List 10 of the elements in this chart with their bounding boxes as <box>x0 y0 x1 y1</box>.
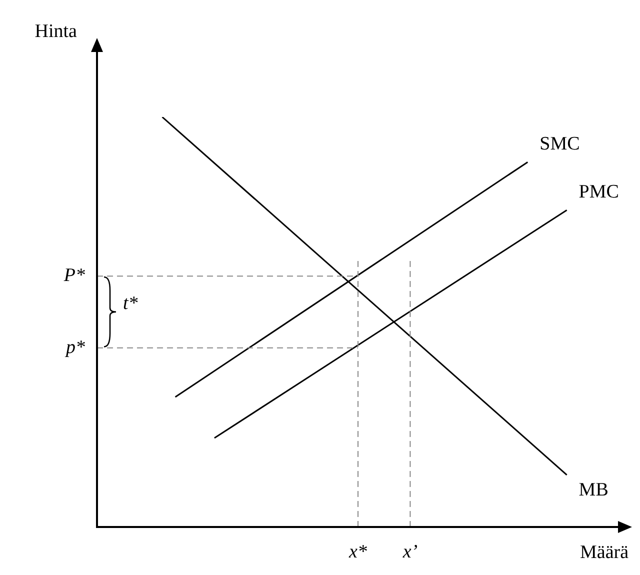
series-label: MB <box>578 479 608 500</box>
ref-line-label: P* <box>62 265 86 286</box>
x-axis-title: Määrä <box>580 542 630 563</box>
x-tick-label: x’ <box>402 542 418 562</box>
series-label: PMC <box>578 182 619 203</box>
x-tick-label: x* <box>348 542 368 562</box>
series-label: SMC <box>540 134 580 155</box>
annotation: t* <box>123 292 138 314</box>
ref-line-label: p* <box>64 336 86 358</box>
y-axis-title: Hinta <box>34 20 78 42</box>
